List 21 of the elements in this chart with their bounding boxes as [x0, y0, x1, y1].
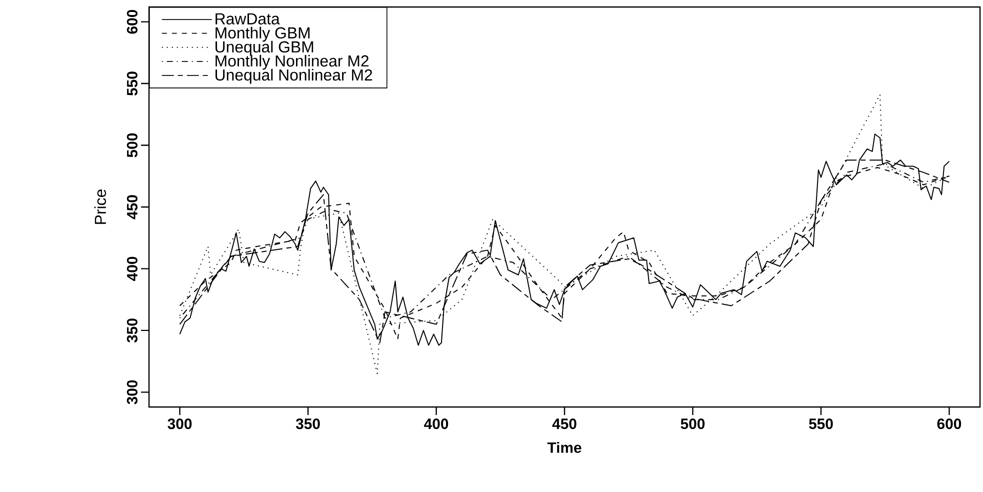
x-tick-label: 550 — [808, 418, 833, 430]
legend-label: Unequal GBM — [216, 40, 314, 56]
y-tick-label: 550 — [126, 72, 138, 96]
x-tick-label: 600 — [937, 418, 962, 430]
x-tick-label: 500 — [680, 418, 705, 430]
x-axis-title: Time — [547, 442, 582, 453]
y-tick-label: 300 — [126, 380, 138, 404]
y-tick-label: 400 — [126, 256, 138, 281]
y-tick-label: 600 — [126, 10, 138, 34]
y-tick-label: 500 — [126, 133, 138, 158]
y-tick-label: 450 — [126, 195, 138, 220]
legend-label: Monthly Nonlinear M2 — [216, 54, 369, 70]
legend-label: Monthly GBM — [216, 26, 310, 42]
x-tick-label: 300 — [168, 418, 192, 430]
x-tick-label: 400 — [424, 418, 448, 430]
x-tick-label: 450 — [552, 418, 576, 430]
y-axis-title: Price — [94, 190, 106, 224]
x-tick-label: 350 — [296, 418, 320, 430]
y-tick-label: 350 — [126, 318, 138, 343]
legend-label: Unequal Nonlinear M2 — [216, 68, 372, 84]
legend-label: RawData — [216, 13, 280, 24]
